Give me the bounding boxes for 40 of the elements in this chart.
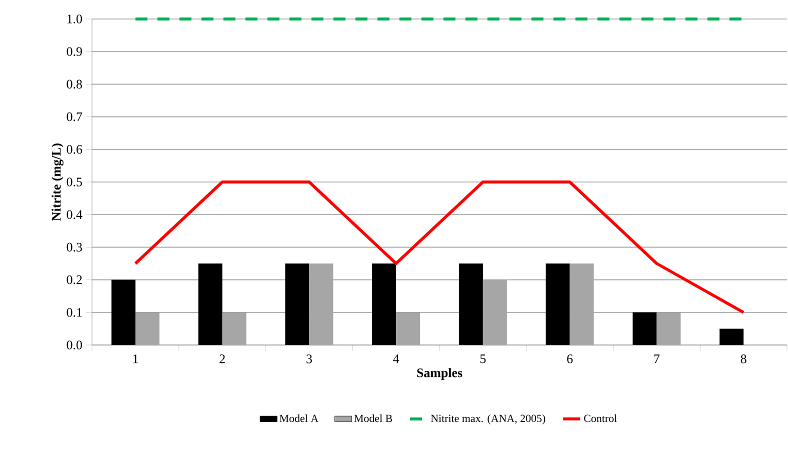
- bar: [372, 264, 396, 345]
- bar: [546, 264, 570, 345]
- x-tick-label: 4: [393, 354, 400, 364]
- x-tick-label: 1: [133, 354, 138, 364]
- bar: [458, 264, 483, 345]
- y-tick-label: 0.0: [66, 340, 82, 350]
- y-tick-label: 0.8: [66, 80, 82, 89]
- bar: [656, 312, 681, 345]
- y-tick-label: 1.0: [67, 14, 82, 24]
- bar: [135, 312, 160, 345]
- x-tick-label: 5: [480, 354, 486, 364]
- y-tick-label: 0.3: [66, 242, 82, 252]
- bar: [309, 264, 334, 345]
- bar: [198, 264, 222, 345]
- bar: [570, 264, 594, 345]
- x-tick-label: 7: [654, 354, 660, 363]
- y-tick-label: 0.1: [66, 308, 82, 317]
- bar: [482, 280, 507, 345]
- y-axis-title: Nitrite (mg/L): [52, 144, 64, 221]
- x-tick-label: 3: [306, 354, 312, 364]
- y-tick-label: 0.6: [66, 145, 82, 154]
- x-axis-title: Samples: [417, 368, 462, 380]
- bar: [632, 312, 657, 345]
- legend-label: Model A: [280, 414, 318, 422]
- bar: [111, 280, 136, 345]
- legend-label: Nitrite max. (ANA, 2005): [430, 414, 546, 424]
- legend-label: Control: [584, 414, 617, 422]
- y-tick-label: 0.9: [66, 47, 82, 56]
- legend-label: Model B: [354, 414, 392, 422]
- bar: [222, 312, 246, 345]
- x-tick-label: 8: [740, 354, 746, 364]
- bar: [720, 328, 744, 345]
- y-tick-label: 0.5: [66, 178, 82, 186]
- x-tick-label: 2: [220, 354, 225, 364]
- y-tick-label: 0.7: [66, 112, 82, 122]
- y-tick-label: 0.4: [66, 210, 82, 219]
- bar: [396, 312, 420, 345]
- x-tick-label: 6: [567, 354, 573, 364]
- y-tick-label: 0.2: [66, 275, 82, 284]
- bar: [285, 264, 310, 345]
